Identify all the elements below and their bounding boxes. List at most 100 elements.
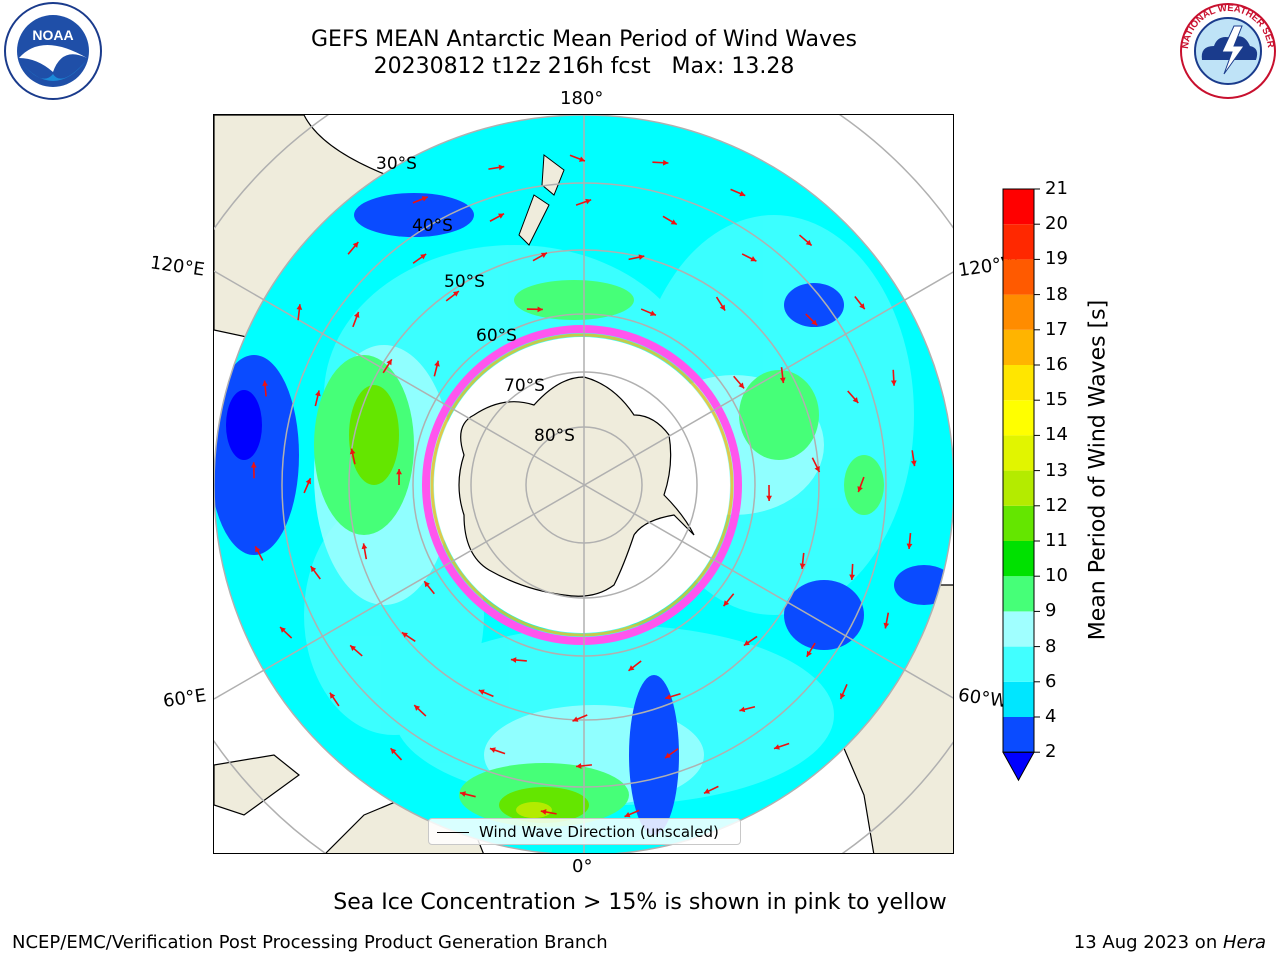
wind-arrow-head	[353, 311, 360, 318]
colorbar-segment	[1003, 189, 1034, 225]
sea-ice-edge	[422, 325, 742, 645]
colorbar-segment	[1003, 365, 1034, 401]
map-subtitle: 20230812 t12z 216h fcst Max: 13.28	[373, 54, 795, 79]
colorbar-tick-label: 14	[1045, 424, 1068, 446]
lon-label-0: 0°	[572, 856, 593, 877]
wind-wave-arrows	[250, 154, 917, 818]
colorbar-segment	[1003, 294, 1034, 330]
wind-arrow-head	[296, 304, 303, 310]
colorbar-segment	[1003, 541, 1034, 577]
colorbar-tick-label: 18	[1045, 283, 1068, 305]
wind-arrow-head	[840, 693, 846, 700]
wind-arrow-head	[578, 156, 585, 162]
wind-arrow-head	[624, 811, 631, 818]
wind-arrow-head	[670, 219, 677, 225]
colorbar-segment	[1003, 717, 1034, 753]
colorbar-tick-label: 16	[1045, 354, 1068, 375]
colorbar-segment	[1003, 576, 1034, 612]
wind-arrow-head	[806, 650, 812, 657]
wind-arrow-head	[386, 359, 392, 366]
wind-arrow-head	[540, 809, 547, 815]
colorbar-tick-label: 9	[1045, 600, 1057, 622]
wind-arrow-head	[703, 788, 710, 794]
colorbar-title: Mean Period of Wind Waves [s]	[1085, 299, 1111, 641]
wind-arrow-head	[585, 198, 592, 205]
wind-arrow-head	[723, 600, 730, 607]
wind-arrow-head	[424, 581, 430, 588]
wind-arrow-head	[719, 304, 726, 311]
wind-arrow-head	[420, 254, 427, 260]
lat-label-40s: 40°S	[412, 216, 453, 236]
wind-arrow-head	[906, 543, 913, 549]
colorbar-tick-label: 6	[1045, 670, 1057, 692]
wind-arrow-head	[814, 466, 820, 473]
lon-label-60e: 60°E	[161, 685, 208, 712]
wind-arrow-head	[739, 706, 746, 713]
wind-arrow-head	[665, 694, 672, 700]
wind-arrow-head	[576, 763, 582, 769]
lon-label-120e: 120°E	[148, 252, 206, 281]
colorbar-segment	[1003, 329, 1034, 365]
colorbar-segment	[1003, 611, 1034, 647]
wind-arrow-head	[738, 382, 745, 389]
wind-arrow-head	[883, 622, 890, 629]
svg-text:NOAA: NOAA	[32, 27, 73, 43]
legend-label: Wind Wave Direction (unscaled)	[479, 823, 719, 841]
colorbar-tick-label: 8	[1045, 635, 1057, 657]
wind-arrow-head	[743, 640, 750, 646]
wind-arrow-head	[396, 469, 402, 475]
wind-arrow-head	[478, 689, 485, 695]
wind-arrow-head	[305, 478, 312, 485]
wind-arrow-head	[498, 164, 505, 171]
wind-arrow-head	[750, 256, 757, 262]
wind-arrow-head	[390, 748, 397, 755]
wind-arrow-head	[799, 563, 806, 569]
wind-arrow-head	[401, 632, 408, 638]
colorbar-segment	[1003, 224, 1034, 260]
map-title: GEFS MEAN Antarctic Mean Period of Wind …	[311, 27, 857, 52]
wind-arrow-head	[662, 159, 669, 166]
noaa-logo: NOAA	[2, 2, 104, 100]
wind-arrow-head	[452, 291, 459, 297]
map-legend: Wind Wave Direction (unscaled)	[428, 818, 741, 845]
wind-arrow-head	[628, 665, 635, 671]
polar-map: 30°S 40°S 50°S 60°S 70°S 80°S	[213, 114, 954, 854]
wind-arrow-head	[262, 380, 268, 387]
colorbar-segment	[1003, 400, 1034, 436]
colorbar-tick-label: 4	[1045, 706, 1057, 727]
wind-arrow-head	[315, 390, 321, 397]
wind-arrow-head	[510, 657, 517, 663]
wind-arrow-head	[489, 747, 496, 753]
sea-ice-inner	[430, 333, 734, 637]
wind-arrow-head	[572, 716, 579, 722]
wind-arrow-head	[773, 744, 780, 750]
wind-arrow-head	[255, 546, 261, 553]
legend-line-icon	[437, 832, 469, 833]
wind-arrow-head	[805, 239, 812, 246]
lat-label-50s: 50°S	[444, 272, 485, 292]
wind-arrow-head	[537, 306, 543, 313]
period-under-2-zones	[226, 390, 262, 460]
footer-date: 13 Aug 2023 on Hera	[1073, 932, 1266, 953]
lon-label-180: 180°	[560, 88, 604, 109]
wind-arrow-head	[890, 380, 897, 386]
colorbar	[1002, 188, 1040, 782]
sea-ice-caption: Sea Ice Concentration > 15% is shown in …	[333, 890, 947, 915]
colorbar-segment	[1003, 646, 1034, 682]
colorbar-segment	[1003, 259, 1034, 295]
wind-arrow-head	[414, 705, 421, 711]
wind-arrow-head	[811, 319, 818, 326]
colorbar-tick-label: 13	[1045, 459, 1068, 481]
wind-arrow-head	[739, 190, 746, 197]
lat-label-70s: 70°S	[504, 376, 545, 396]
graticule	[214, 115, 953, 853]
colorbar-tick-label: 15	[1045, 389, 1068, 411]
colorbar-tick-label: 12	[1045, 494, 1068, 516]
wind-arrow-head	[250, 462, 257, 468]
nws-logo: NATIONAL WEATHER SERVICE	[1175, 0, 1278, 100]
colorbar-segment	[1003, 435, 1034, 471]
colorbar-segment	[1003, 681, 1034, 717]
colorbar-tick-label: 2	[1045, 741, 1057, 763]
wind-arrow-head	[329, 692, 336, 699]
wind-arrow-head	[280, 627, 286, 633]
